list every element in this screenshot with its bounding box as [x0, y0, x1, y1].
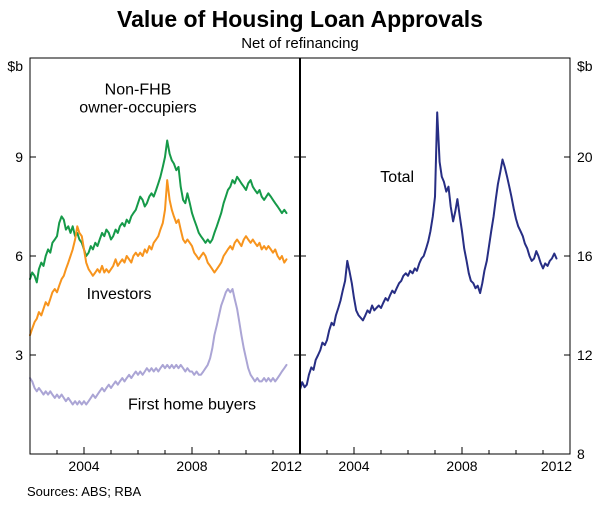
x-axis-year-label: 2004 [338, 458, 369, 474]
x-axis-year-label: 2008 [446, 458, 477, 474]
x-axis-year-label: 2004 [68, 458, 99, 474]
page-title: Value of Housing Loan Approvals [117, 6, 483, 32]
series-line-first-home-buyers [29, 288, 288, 406]
unit-label: $b [577, 58, 593, 74]
y-axis-tick-label: 3 [15, 347, 23, 363]
series-label-investors: Investors [87, 286, 152, 303]
y-axis-tick-label: 16 [577, 248, 593, 264]
unit-label: $b [7, 58, 23, 74]
x-axis-year-label: 2012 [271, 458, 302, 474]
series-line-total [299, 111, 558, 391]
y-axis-tick-label: 6 [15, 248, 23, 264]
series-line-non-fhb-owner-occupiers [29, 139, 288, 284]
series-line-investors [29, 179, 288, 337]
y-axis-tick-label: 20 [577, 149, 593, 165]
y-axis-tick-label: 12 [577, 347, 593, 363]
chart-figure: Value of Housing Loan Approvals Net of r… [0, 6, 600, 499]
x-axis-year-label: 2008 [176, 458, 207, 474]
y-axis-tick-label: 9 [15, 149, 23, 165]
chart-subtitle: Net of refinancing [241, 35, 359, 52]
series-label-non-fhb-owner-occupiers: Non-FHB owner-occupiers [79, 81, 196, 116]
series-label-total: Total [380, 169, 414, 186]
sources-note: Sources: ABS; RBA [27, 484, 142, 499]
series-label-first-home-buyers: First home buyers [128, 396, 256, 413]
y-axis-tick-label: 8 [577, 446, 585, 462]
x-axis-year-label: 2012 [541, 458, 572, 474]
